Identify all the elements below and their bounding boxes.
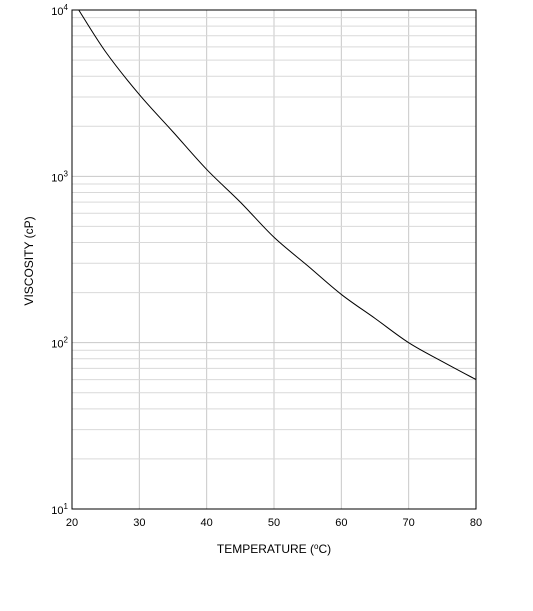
x-tick-label: 60 (335, 517, 347, 529)
y-tick-label: 102 (51, 336, 68, 351)
y-tick-labels: 101 102 103 104 (51, 3, 68, 517)
y-tick-label: 103 (51, 169, 68, 184)
y-axis-label: VISCOSITY (cP) (22, 216, 36, 305)
x-tick-label: 20 (66, 517, 78, 529)
plot-frame (71, 9, 477, 510)
y-tick-label: 104 (51, 3, 68, 18)
x-tick-label: 70 (403, 517, 415, 529)
series-line-viscosity (78, 9, 477, 381)
x-axis-label: TEMPERATURE (oC) (217, 542, 331, 556)
x-tick-label: 80 (470, 517, 482, 529)
x-tick-label: 50 (268, 517, 280, 529)
y-tick-label: 101 (51, 502, 68, 517)
x-tick-label: 40 (201, 517, 213, 529)
grid-lines (71, 10, 477, 510)
x-tick-labels: 20 30 40 50 60 70 80 (66, 517, 482, 529)
x-tick-label: 30 (133, 517, 145, 529)
